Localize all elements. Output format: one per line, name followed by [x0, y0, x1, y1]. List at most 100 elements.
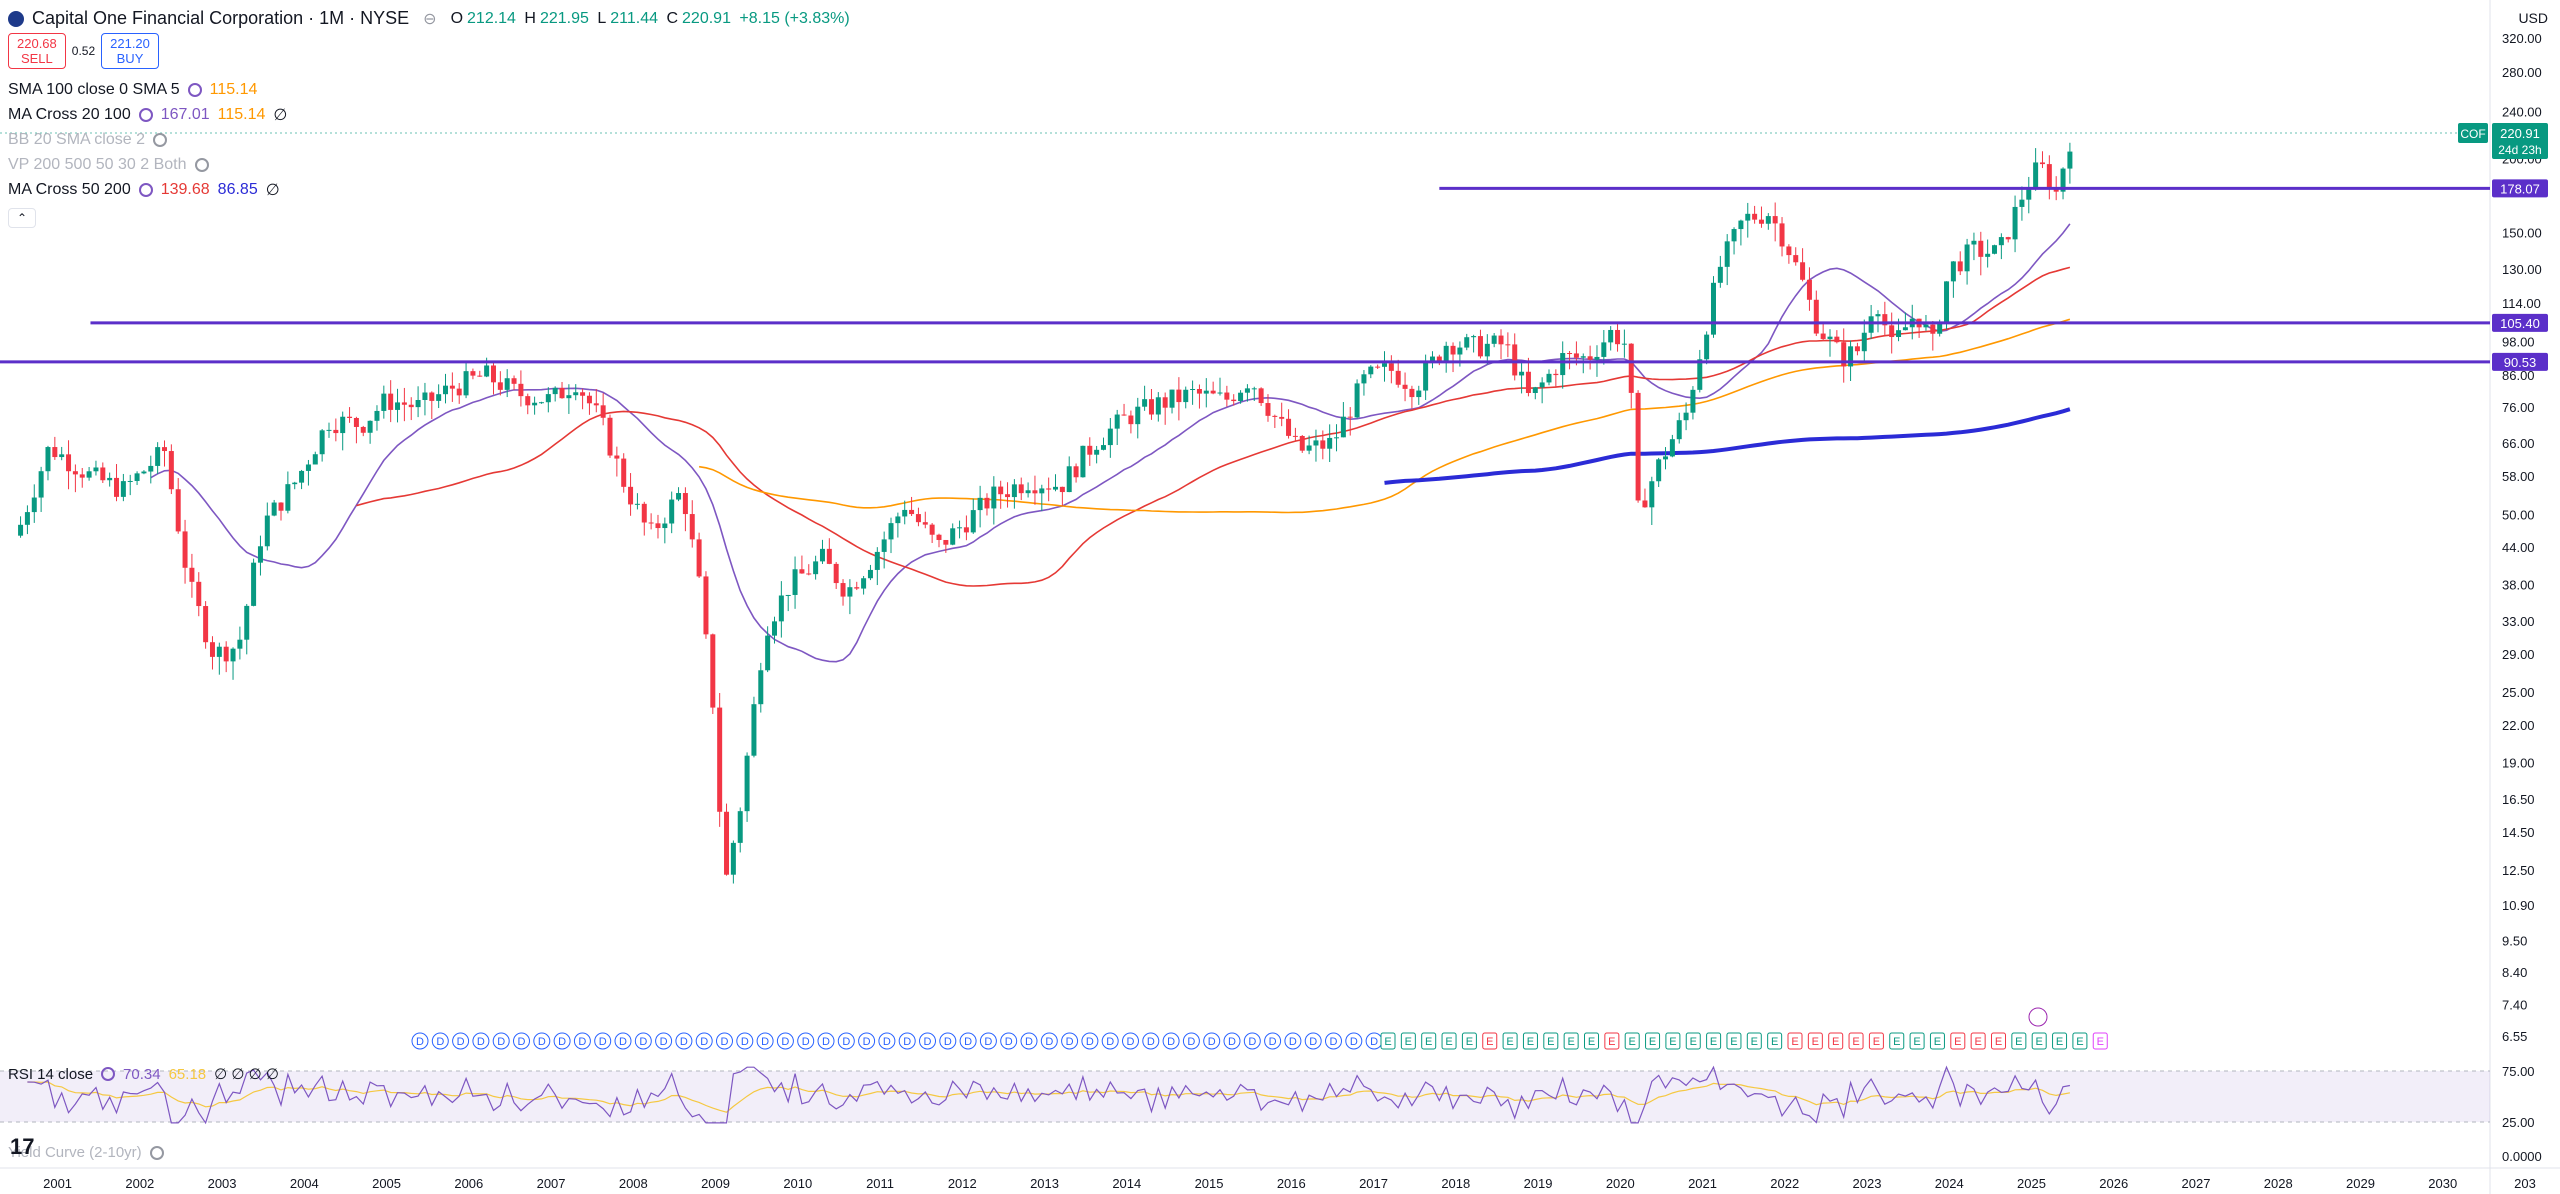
- candle-body: [1299, 436, 1305, 451]
- dividend-marker-label: D: [1167, 1036, 1175, 1048]
- dividend-marker-label: D: [1330, 1036, 1338, 1048]
- candle-body: [237, 639, 243, 649]
- candle-body: [134, 473, 140, 481]
- buy-button[interactable]: 221.20 BUY: [101, 33, 159, 69]
- visibility-icon[interactable]: [138, 182, 153, 197]
- candle-body: [1704, 334, 1710, 360]
- dividend-marker: [1304, 1032, 1322, 1050]
- candle-body: [1827, 336, 1833, 339]
- indicator-name[interactable]: MA Cross 50 200: [8, 180, 131, 198]
- candle-body: [1998, 237, 2004, 246]
- rsi-ma-value: 65.18: [168, 1065, 207, 1083]
- dividend-marker-label: D: [700, 1036, 708, 1048]
- dividend-marker-label: D: [1228, 1036, 1236, 1048]
- indicator-sma100[interactable]: SMA 100 close 0 SMA 5 115.14: [8, 77, 854, 102]
- price-tick-label: 240.00: [2502, 105, 2542, 120]
- candle-body: [1238, 392, 1244, 402]
- dividend-marker: [858, 1032, 876, 1050]
- candle-body: [1950, 261, 1956, 282]
- rsi-legend[interactable]: RSI 14 close 70.34 65.18 ∅ ∅ ∅ ∅: [8, 1065, 279, 1084]
- indicator-name[interactable]: SMA 100 close 0 SMA 5: [8, 80, 180, 98]
- candle-body: [1011, 484, 1017, 498]
- earnings-marker-label: E: [1466, 1036, 1473, 1048]
- earnings-marker: [1726, 1032, 1742, 1050]
- candle-body: [1231, 399, 1237, 402]
- candle-body: [1423, 362, 1429, 391]
- chevron-up-icon: ⌃: [16, 211, 28, 225]
- indicator-vp[interactable]: VP 200 500 50 30 2 Both: [8, 152, 854, 177]
- candle-body: [168, 451, 174, 490]
- more-icon[interactable]: ⊖: [423, 10, 437, 28]
- tradingview-logo-icon: 17: [10, 1134, 35, 1159]
- dividend-marker-label: D: [944, 1036, 952, 1048]
- earnings-marker: [2031, 1032, 2047, 1050]
- visibility-icon[interactable]: [101, 1067, 116, 1081]
- earnings-marker: [1706, 1032, 1722, 1050]
- candle-body: [257, 546, 263, 563]
- candle-body: [1176, 389, 1182, 403]
- hidden-eye-icon[interactable]: [194, 157, 209, 172]
- indicator-value: ∅: [273, 106, 288, 124]
- candle-body: [1443, 345, 1449, 362]
- indicator-bb[interactable]: BB 20 SMA close 2: [8, 127, 854, 152]
- spread-value: 0.52: [71, 44, 96, 58]
- indicator-name[interactable]: VP 200 500 50 30 2 Both: [8, 155, 187, 173]
- candle-body: [1354, 383, 1360, 418]
- currency-label[interactable]: USD: [2518, 10, 2548, 26]
- candle-body: [182, 531, 188, 568]
- candle-body: [566, 395, 572, 399]
- candle-body: [2026, 189, 2032, 200]
- candle-body: [1861, 332, 1867, 352]
- indicator-ma-cross-50-200[interactable]: MA Cross 50 200 139.68 86.85 ∅: [8, 177, 854, 202]
- symbol-title[interactable]: Capital One Financial Corporation · 1M ·…: [32, 8, 410, 28]
- earnings-marker-label: E: [1690, 1036, 1697, 1048]
- candle-body: [1135, 406, 1141, 425]
- candle-body: [1258, 388, 1264, 404]
- visibility-icon[interactable]: [187, 82, 202, 97]
- yield-curve-name[interactable]: Yield Curve (2-10yr): [8, 1144, 142, 1161]
- sell-price: 220.68: [17, 36, 57, 51]
- collapse-legend-button[interactable]: ⌃: [8, 208, 36, 228]
- candle-body: [998, 486, 1004, 495]
- earnings-marker-label: E: [2036, 1036, 2043, 1048]
- hidden-eye-icon[interactable]: [152, 132, 167, 147]
- candle-body: [436, 394, 442, 401]
- dividend-marker-label: D: [639, 1036, 647, 1048]
- candle-body: [1923, 324, 1929, 328]
- hidden-eye-icon[interactable]: [149, 1145, 164, 1160]
- dividend-marker-label: D: [457, 1036, 465, 1048]
- earnings-marker: [1461, 1032, 1477, 1050]
- dividend-marker: [573, 1032, 591, 1050]
- candle-body: [2012, 206, 2018, 240]
- candle-body: [148, 465, 154, 472]
- earnings-marker: [1787, 1032, 1803, 1050]
- candle-body: [676, 493, 682, 500]
- candle-body: [127, 480, 133, 482]
- indicator-ma-cross-20-100[interactable]: MA Cross 20 100 167.01 115.14 ∅: [8, 102, 854, 127]
- candle-body: [2039, 162, 2045, 165]
- candle-body: [299, 470, 305, 483]
- dividend-marker-label: D: [842, 1036, 850, 1048]
- candle-body: [724, 811, 730, 875]
- candle-body: [1765, 216, 1771, 224]
- open-value: 212.14: [467, 9, 516, 27]
- dividend-marker-label: D: [1350, 1036, 1358, 1048]
- dividend-marker: [431, 1032, 449, 1050]
- candle-body: [1066, 466, 1072, 493]
- sell-button[interactable]: 220.68 SELL: [8, 33, 66, 69]
- indicator-name[interactable]: MA Cross 20 100: [8, 105, 131, 123]
- earnings-marker-label: E: [1547, 1036, 1554, 1048]
- candle-body: [2053, 189, 2059, 192]
- yield-curve-legend[interactable]: Yield Curve (2-10yr): [8, 1144, 164, 1161]
- candle-body: [196, 581, 202, 607]
- candle-body: [737, 811, 743, 843]
- symbol-row[interactable]: Capital One Financial Corporation · 1M ·…: [8, 6, 854, 31]
- rsi-name[interactable]: RSI 14 close: [8, 1065, 94, 1083]
- visibility-icon[interactable]: [138, 107, 153, 122]
- candle-body: [1539, 382, 1545, 388]
- indicator-name[interactable]: BB 20 SMA close 2: [8, 130, 145, 148]
- candle-body: [1224, 392, 1230, 400]
- candle-body: [936, 534, 942, 540]
- earnings-marker-label: E: [1934, 1036, 1941, 1048]
